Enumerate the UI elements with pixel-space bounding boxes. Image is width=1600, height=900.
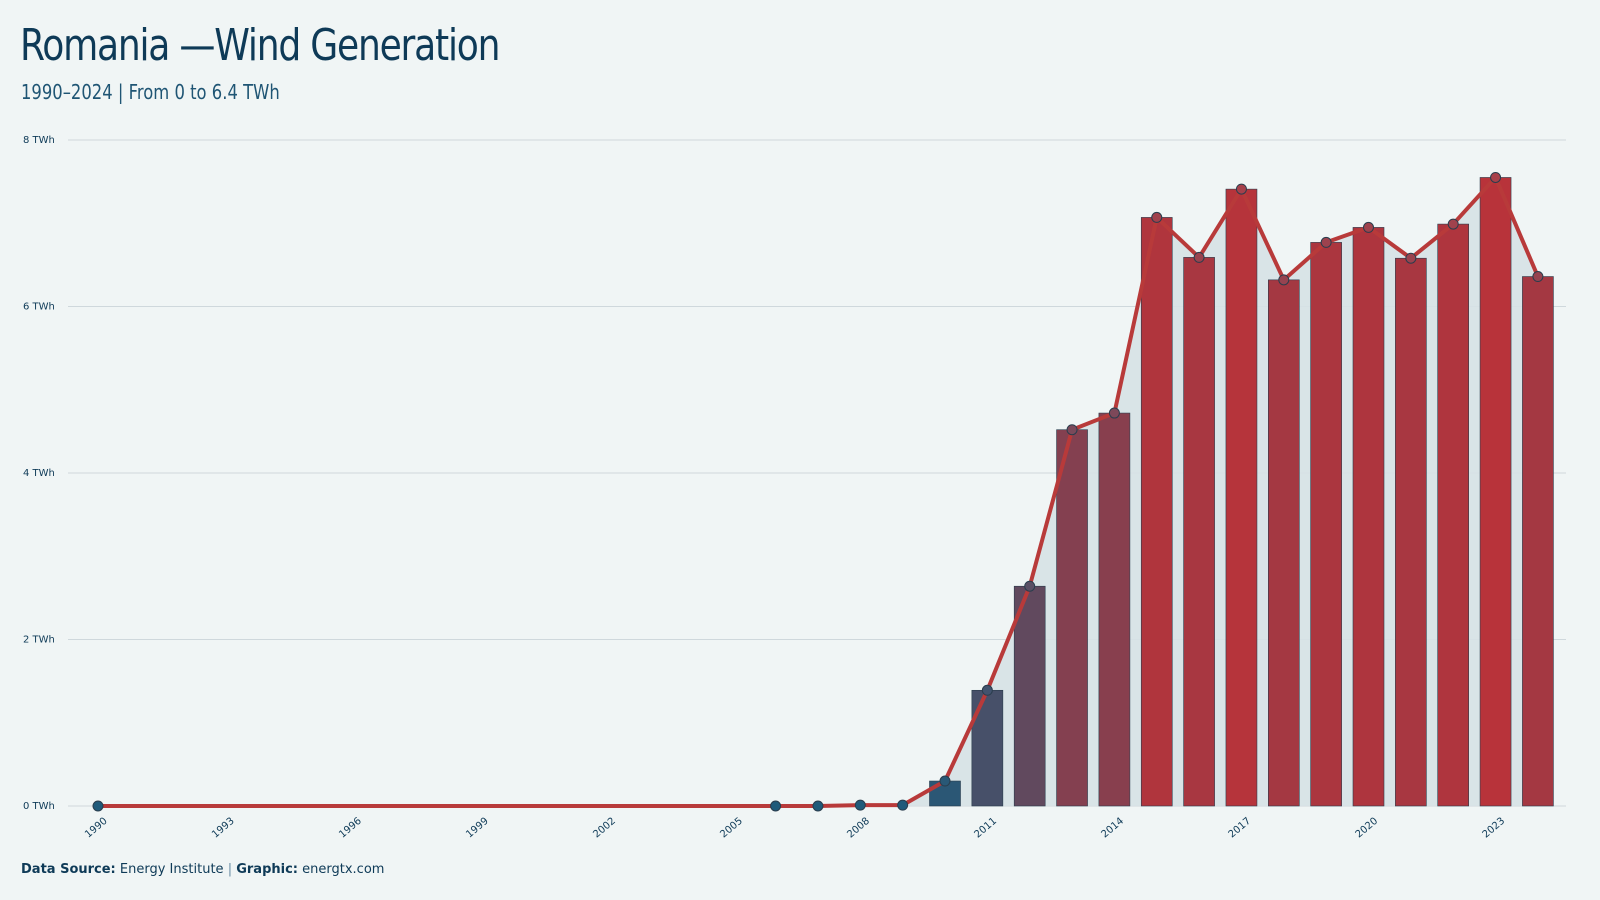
- data-point: [1066, 424, 1078, 436]
- data-point: [1151, 211, 1163, 223]
- bar: [1395, 257, 1427, 807]
- bar: [1013, 585, 1046, 807]
- x-tick-label: 2008: [845, 816, 872, 841]
- wind-generation-chart: 0 TWh 2 TWh 4 TWh 6 TWh 8 TWh 1990 1993 1996 199…: [23, 135, 1566, 841]
- bar: [1437, 223, 1469, 807]
- data-point: [1193, 251, 1205, 263]
- source-value: Energy Institute: [119, 862, 224, 877]
- x-tick-label: 2014: [1100, 816, 1127, 841]
- footer-credits: Data Source: Energy Institute | Graphic:…: [21, 862, 384, 877]
- data-point: [1278, 274, 1290, 286]
- x-tick-label: 2023: [1481, 816, 1508, 841]
- x-tick-label: 1996: [337, 816, 364, 841]
- x-tick-label: 2011: [972, 816, 999, 841]
- area-fill: [98, 177, 1538, 806]
- data-point: [1532, 271, 1544, 283]
- bar: [1352, 227, 1385, 807]
- data-point: [981, 684, 993, 696]
- y-tick-label: 4 TWh: [23, 468, 55, 479]
- y-tick-label: 2 TWh: [23, 635, 55, 646]
- x-tick-label: 2020: [1354, 816, 1381, 841]
- bar: [1056, 429, 1088, 807]
- data-point: [1320, 236, 1332, 248]
- y-tick-label: 8 TWh: [23, 135, 55, 146]
- footer-separator: |: [227, 862, 233, 877]
- x-tick-label: 2017: [1227, 816, 1254, 841]
- data-point: [812, 800, 824, 812]
- data-point: [1235, 183, 1247, 195]
- data-point: [854, 799, 866, 811]
- bar: [1225, 188, 1258, 807]
- series-line: [98, 175, 1540, 808]
- x-tick-label: 1990: [83, 816, 110, 841]
- data-point: [897, 799, 909, 811]
- chart-subtitle: 1990–2024 | From 0 to 6.4 TWh: [21, 80, 280, 104]
- bar: [1268, 279, 1300, 807]
- x-tick-label: 2002: [591, 816, 618, 841]
- bar: [1522, 276, 1554, 807]
- data-point: [1490, 171, 1502, 183]
- graphic-value: energtx.com: [302, 862, 385, 877]
- data-point: [939, 775, 951, 787]
- bar: [1183, 257, 1215, 807]
- bar: [971, 689, 1004, 807]
- y-tick-label: 0 TWh: [23, 801, 55, 812]
- data-point: [1405, 252, 1417, 264]
- bar: [1310, 242, 1342, 807]
- bar: [1140, 217, 1173, 807]
- bar: [1479, 177, 1512, 807]
- graphic-label: Graphic:: [236, 862, 298, 877]
- data-point: [770, 800, 782, 812]
- source-label: Data Source:: [21, 862, 116, 877]
- y-tick-label: 6 TWh: [23, 302, 55, 313]
- chart-title: Romania —Wind Generation: [20, 20, 500, 71]
- x-tick-label: 2005: [718, 816, 745, 841]
- data-point: [1108, 407, 1120, 419]
- data-point: [92, 800, 104, 812]
- data-point: [1363, 221, 1374, 233]
- x-tick-label: 1999: [464, 816, 491, 841]
- data-point: [1024, 580, 1036, 592]
- data-point: [1447, 218, 1459, 230]
- x-tick-label: 1993: [210, 816, 237, 841]
- bar: [1098, 412, 1131, 807]
